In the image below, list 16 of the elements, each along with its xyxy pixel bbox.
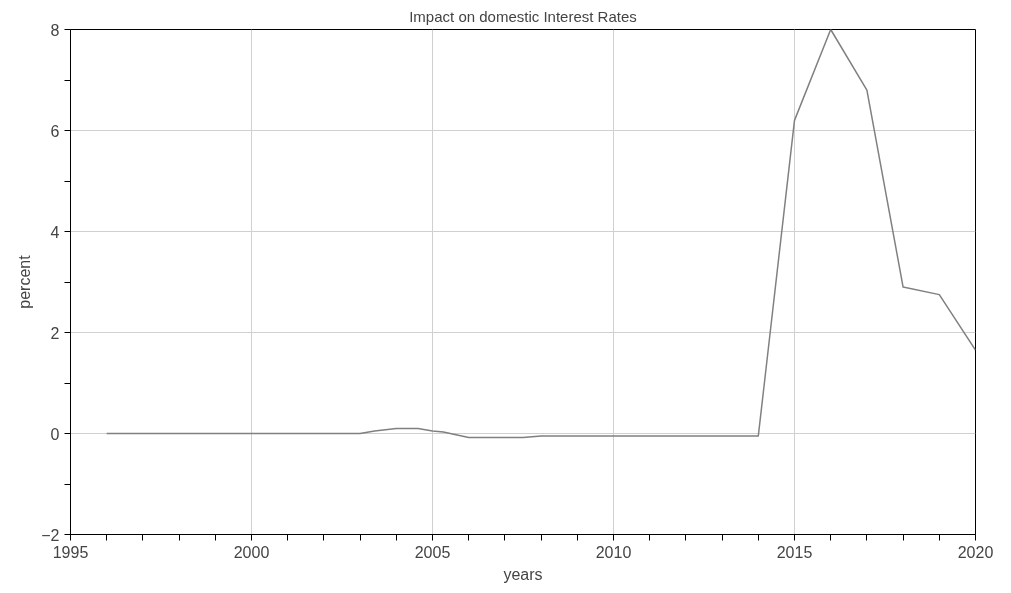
y-tick-label: 8 [50,21,60,39]
y-tick-label: 0 [50,425,60,443]
y-tick-label: −2 [41,526,60,544]
line-series [105,29,976,439]
chart-title: Impact on domestic Interest Rates [409,7,637,25]
x-tick-label: 2000 [233,543,270,561]
y-axis-title: percent [16,254,34,309]
x-axis-title: years [503,565,543,583]
y-tick-label: 4 [50,223,60,241]
y-tick-label: 2 [50,324,60,342]
x-tick-label: 1995 [52,543,89,561]
x-tick-label: 2015 [776,543,813,561]
x-tick-label: 2010 [595,543,632,561]
x-tick-label: 2020 [957,543,994,561]
y-tick-label: 6 [50,122,60,140]
x-tick-label: 2005 [414,543,451,561]
